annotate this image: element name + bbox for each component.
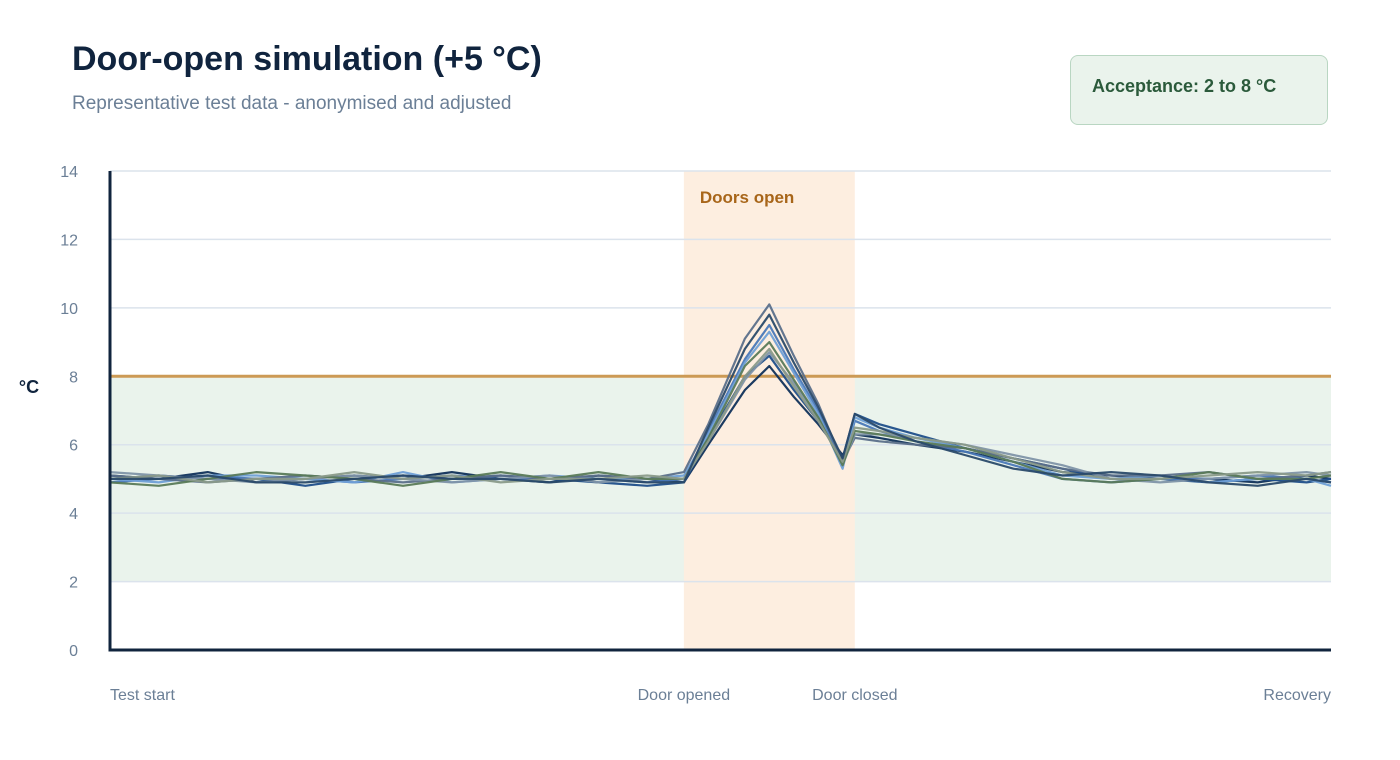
y-axis-title: °C [19, 377, 39, 397]
y-tick-label: 12 [60, 232, 78, 249]
door-open-label: Doors open [700, 188, 794, 207]
axes-layer [108, 171, 1331, 652]
door-open-band [683, 171, 855, 650]
labels-layer: Doors open 0 2 4 6 8 10 12 14 °C Test start Door op… [19, 164, 1331, 704]
series-line [109, 347, 1332, 484]
x-tick-label: Test start [110, 687, 175, 704]
x-tick-label: Recovery [1263, 687, 1331, 704]
chart-title: Door-open simulation (+5 °C) [72, 40, 542, 78]
y-tick-label: 8 [69, 369, 78, 386]
acceptance-badge: Acceptance: 2 to 8 °C [1070, 55, 1328, 125]
chart-subtitle: Representative test data - anonymised an… [72, 93, 512, 114]
y-tick-label: 14 [60, 164, 78, 181]
series-line [110, 313, 1332, 487]
y-tick-label: 10 [60, 301, 78, 318]
x-tick-label: Door opened [638, 687, 731, 704]
y-tick-label: 4 [69, 506, 78, 523]
y-tick-label: 2 [69, 575, 78, 592]
series-layer [109, 303, 1332, 487]
y-tick-label: 0 [69, 643, 78, 660]
x-tick-label: Door closed [812, 687, 897, 704]
y-tick-label: 6 [69, 438, 78, 455]
